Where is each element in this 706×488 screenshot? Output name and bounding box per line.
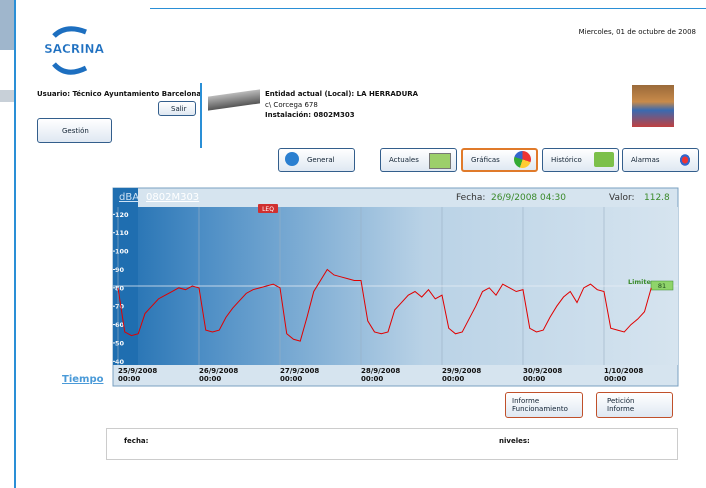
- left-margin: [0, 0, 15, 488]
- report-label: Informe Funcionamiento: [512, 397, 568, 413]
- nav-label: Histórico: [551, 156, 582, 164]
- value: 112.8: [644, 193, 670, 203]
- limit-box: [650, 280, 674, 291]
- side-strip: [0, 0, 15, 50]
- report-button[interactable]: Petición Informe: [596, 392, 673, 418]
- address: c\ Corcega 678: [265, 101, 318, 109]
- logo-mark: SACRINA: [44, 26, 105, 75]
- column-header: niveles:: [499, 437, 530, 445]
- report-label: Petición Informe: [607, 397, 635, 413]
- device-image: [208, 89, 260, 111]
- user: Usuario: Técnico Ayuntamiento Barcelona: [37, 90, 202, 98]
- annotation: LEQ: [262, 206, 274, 213]
- y-tick-label: 60: [115, 321, 125, 329]
- icon: [429, 153, 451, 169]
- y-tick-label: 70: [115, 303, 125, 311]
- unit-link: dBA: [119, 192, 139, 203]
- icon: [285, 152, 299, 166]
- y-tick-label: 40: [115, 358, 125, 366]
- icon: [678, 152, 692, 168]
- icon: [594, 152, 614, 167]
- series-line: [117, 268, 652, 342]
- frame-top: [150, 0, 706, 9]
- management-button[interactable]: Gestión: [37, 118, 112, 143]
- nav-label: Alarmas: [631, 156, 660, 164]
- logo: SACRINA: [44, 42, 104, 56]
- chart: dBA 0802M303 Fecha: 26/9/2008 04:30 Valor: 11…: [112, 187, 679, 387]
- date: Miercoles, 01 de octubre de 2008: [578, 28, 696, 36]
- icon: [514, 151, 531, 168]
- y-tick-label: 50: [115, 339, 125, 347]
- y-tick-label: 80: [115, 284, 125, 292]
- nav-button[interactable]: Actuales: [380, 148, 457, 172]
- entity-frame: [200, 83, 202, 148]
- date-value: 26/9/2008 04:30: [491, 193, 566, 203]
- table: fecha: niveles:: [106, 428, 678, 460]
- management-label: Gestión: [62, 126, 89, 135]
- logout-label: Salir: [171, 104, 187, 113]
- chart-title: 0802M303: [146, 192, 199, 203]
- y-axis-band: [113, 188, 138, 365]
- annotation-box: [258, 204, 278, 213]
- entity: Entidad actual (Local): LA HERRADURA: [265, 90, 419, 98]
- value-label: Valor:: [609, 193, 635, 203]
- y-tick-label: 110: [115, 229, 129, 237]
- column-header: fecha:: [124, 437, 149, 445]
- y-tick-label: 120: [115, 211, 129, 219]
- frame-left: [14, 0, 16, 488]
- logout-button[interactable]: Salir: [158, 101, 196, 116]
- limit-value: 81: [658, 282, 666, 290]
- y-tick-label: 100: [115, 248, 129, 256]
- y-tick-label: 90: [115, 266, 125, 274]
- x-axis-label: Tiempo: [62, 374, 104, 385]
- nav-label: Actuales: [389, 156, 419, 164]
- report-button[interactable]: Informe Funcionamiento: [505, 392, 583, 418]
- side-toolbar: [0, 90, 15, 102]
- nav-label: Gráficas: [471, 156, 500, 164]
- nav-label: General: [307, 156, 335, 164]
- date-label: Fecha:: [456, 193, 485, 203]
- shop-image: [632, 85, 674, 127]
- limit-label: Limite: [628, 278, 651, 286]
- installation: Instalación: 0802M303: [265, 111, 355, 119]
